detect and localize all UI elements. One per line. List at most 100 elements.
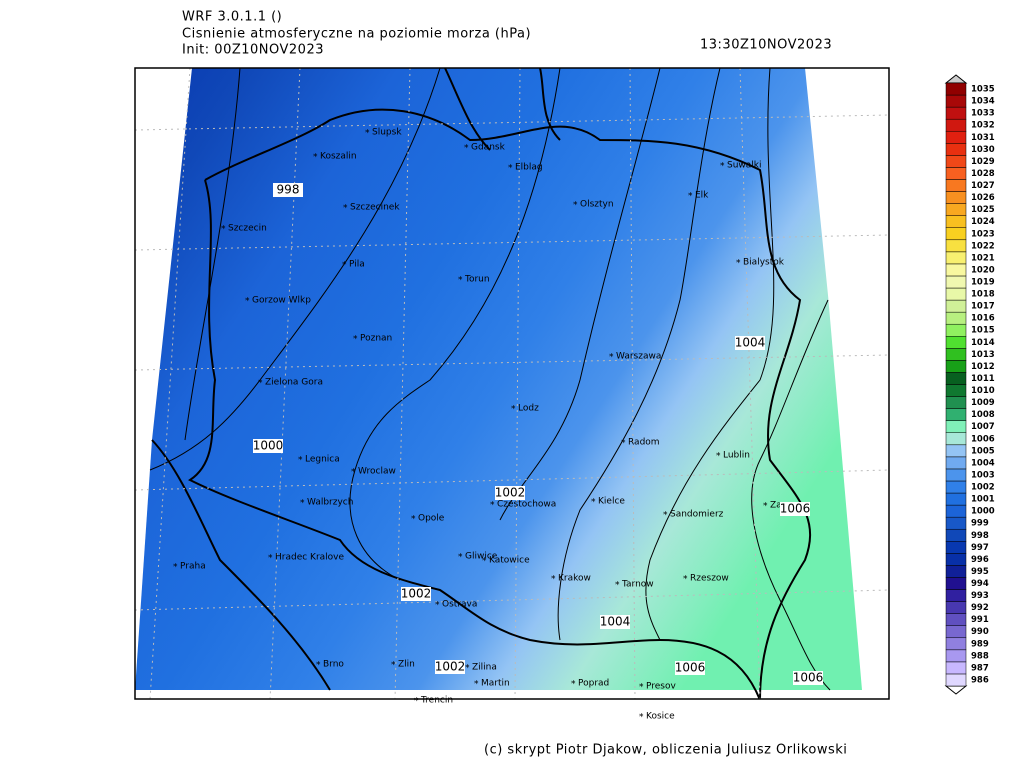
model-name: WRF 3.0.1.1 (): [182, 10, 282, 25]
city-label: Hradec Kralove: [275, 553, 344, 563]
city-marker: *: [609, 353, 614, 363]
colorbar-label: 1004: [971, 458, 995, 468]
colorbar-cell: [945, 444, 967, 458]
city-marker: *: [258, 379, 263, 389]
colorbar-label: 1017: [971, 302, 995, 312]
city-marker: *: [573, 201, 578, 211]
colorbar-cell: [945, 191, 967, 204]
footer-credit: (c) skrypt Piotr Djakow, obliczenia Juli…: [484, 743, 847, 758]
city-label: Brno: [323, 660, 344, 670]
city-marker: *: [482, 557, 487, 567]
colorbar-label: 995: [971, 567, 989, 577]
colorbar-cell: [945, 203, 967, 216]
colorbar-label: 986: [971, 675, 989, 685]
colorbar-label: 1023: [971, 229, 995, 239]
city-label: Poznan: [360, 334, 392, 344]
colorbar-cell: [945, 251, 967, 265]
city-marker: *: [411, 515, 416, 525]
city-label: Trencin: [420, 696, 453, 706]
colorbar-cell: [945, 348, 967, 361]
colorbar-label: 1030: [971, 145, 995, 155]
colorbar-label: 1010: [971, 386, 995, 396]
colorbar-cell: [945, 613, 967, 626]
colorbar-label: 1020: [971, 265, 995, 275]
colorbar-cell: [945, 227, 967, 241]
city-marker: *: [313, 153, 318, 163]
city-marker: *: [464, 144, 469, 154]
colorbar-label: 1001: [971, 495, 995, 505]
colorbar-cell: [945, 275, 967, 289]
contour-label: 1006: [793, 671, 824, 685]
colorbar-label: 1005: [971, 446, 995, 456]
colorbar-label: 1024: [971, 217, 995, 227]
city-marker: *: [663, 511, 668, 521]
city-label: Koszalin: [320, 152, 357, 162]
colorbar-label: 1003: [971, 470, 995, 480]
colorbar-label: 1016: [971, 314, 995, 324]
colorbar-cell: [945, 553, 967, 566]
colorbar-cell: [945, 541, 967, 554]
colorbar-label: 990: [971, 627, 989, 637]
colorbar-label: 1032: [971, 121, 995, 131]
city-marker: *: [511, 405, 516, 415]
colorbar-cell: [945, 215, 967, 228]
contour-label: 1002: [435, 660, 466, 674]
city-label: Slupsk: [372, 128, 402, 138]
city-label: Praha: [180, 562, 206, 572]
city-label: Elblag: [515, 163, 543, 173]
city-marker: *: [551, 575, 556, 585]
city-label: Katowice: [489, 556, 530, 566]
colorbar-label: 1006: [971, 434, 995, 444]
city-marker: *: [391, 661, 396, 671]
colorbar-cell: [945, 408, 967, 421]
colorbar-label: 1014: [971, 338, 995, 348]
city-label: Olsztyn: [580, 200, 614, 210]
colorbar-cell: [945, 456, 967, 470]
city-label: Rzeszow: [690, 574, 729, 584]
colorbar-label: 993: [971, 591, 989, 601]
city-label: Warszawa: [616, 352, 661, 362]
colorbar-label: 994: [971, 579, 989, 589]
city-label: Czestochowa: [497, 500, 556, 510]
colorbar-label: 1035: [971, 85, 995, 95]
colorbar-cell: [945, 432, 967, 446]
city-label: Ostrava: [442, 600, 477, 610]
colorbar-cell: [945, 336, 967, 349]
colorbar-label: 989: [971, 639, 989, 649]
city-marker: *: [490, 501, 495, 511]
colorbar-cell: [945, 155, 967, 168]
colorbar-label: 1025: [971, 205, 995, 215]
colorbar-label: 1008: [971, 410, 995, 420]
colorbar-label: 996: [971, 555, 989, 565]
city-label: Presov: [646, 682, 677, 692]
colorbar-cell: [945, 601, 967, 614]
contour-label-box: [735, 336, 765, 350]
contour-label: 998: [277, 183, 300, 197]
city-label: Tarnow: [621, 580, 654, 590]
colorbar-label: 1029: [971, 157, 995, 167]
colorbar-cell: [945, 637, 967, 651]
city-label: Szczecinek: [350, 203, 400, 213]
city-marker: *: [435, 601, 440, 611]
city-marker: *: [414, 697, 419, 707]
city-marker: *: [221, 225, 226, 235]
contour-label: 1006: [675, 661, 706, 675]
city-label: Lodz: [518, 404, 539, 414]
colorbar-label: 1019: [971, 277, 995, 287]
city-label: Kielce: [598, 497, 625, 507]
city-label: Radom: [628, 438, 660, 448]
city-marker: *: [298, 456, 303, 466]
city-marker: *: [351, 468, 356, 478]
city-label: Pila: [349, 260, 365, 270]
colorbar-cell: [945, 263, 967, 277]
map-area: [135, 68, 889, 699]
city-marker: *: [342, 261, 347, 271]
colorbar-cell: [945, 323, 967, 337]
colorbar-cell: [945, 372, 967, 385]
colorbar-cell: [945, 504, 967, 518]
colorbar-label: 1013: [971, 350, 995, 360]
colorbar-label: 1000: [971, 507, 995, 517]
colorbar-label: 1015: [971, 326, 995, 336]
colorbar-label: 1028: [971, 169, 995, 179]
